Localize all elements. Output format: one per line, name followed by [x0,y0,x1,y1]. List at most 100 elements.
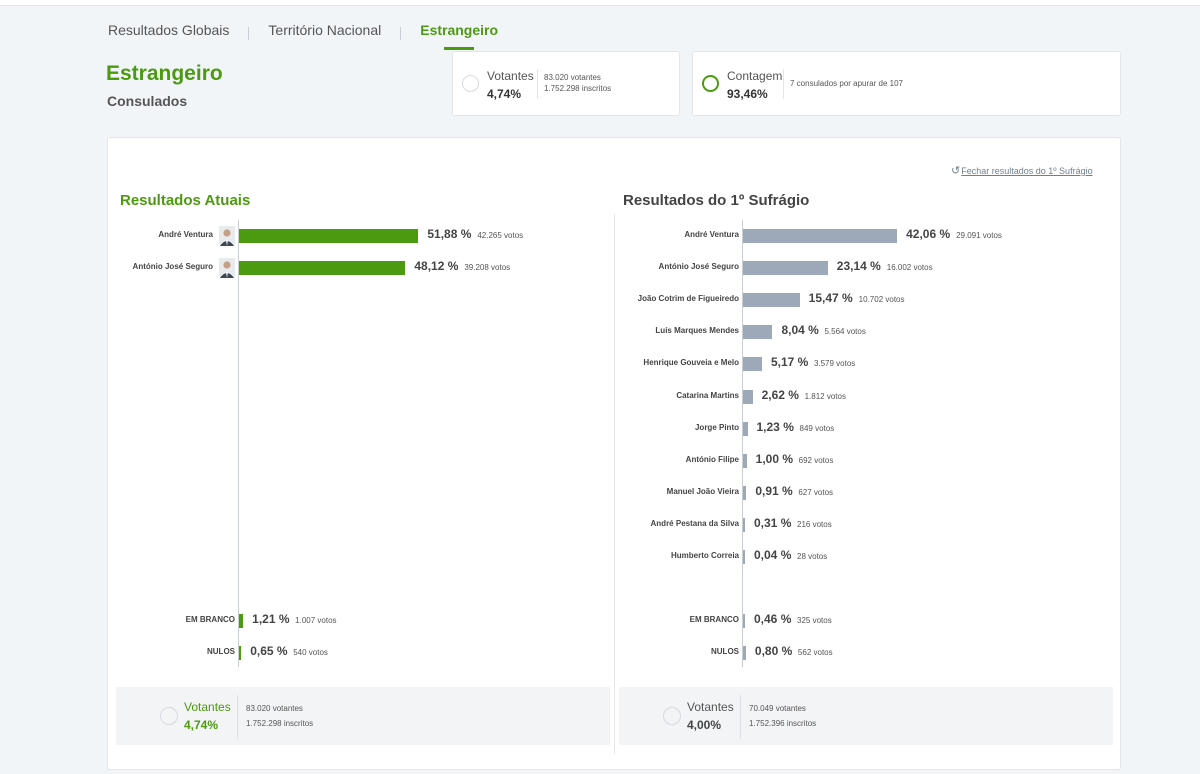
footer-divider [740,695,741,739]
progress-ring-icon [462,75,479,92]
footer-votantes-count: 70.049 votantes [749,704,806,713]
first-round-title: Resultados do 1º Sufrágio [623,192,810,209]
candidate-name: André Ventura [684,230,739,239]
page-subtitle: Consulados [107,93,188,109]
candidate-name: EM BRANCO [689,615,739,624]
candidate-name: Catarina Martins [676,390,739,400]
result-percentage: 48,12 % [414,259,459,274]
votantes-details: 83.020 votantes 1.752.298 inscritos [544,72,611,94]
progress-ring-icon [702,75,719,92]
first-chart-axis [742,220,743,667]
candidate-row: Manuel João Vieira 0,91 % 627 votos [108,483,1118,503]
candidate-name: André Ventura [158,230,213,239]
candidate-name: Manuel João Vieira [666,486,739,496]
result-percentage: 51,88 % [427,227,472,241]
candidate-name: André Pestana da Silva [650,518,739,528]
close-first-round-link[interactable]: ↺Fechar resultados do 1º Sufrágio [951,164,1093,177]
candidate-name: António Filipe [685,454,739,464]
tab-resultados-globais[interactable]: Resultados Globais [108,22,230,38]
page-title: Estrangeiro [106,62,223,85]
tab-divider [248,27,250,40]
candidate-photo [219,226,235,246]
result-votes: 1.007 votos [295,616,337,625]
result-bar [743,421,748,436]
tab-estrangeiro[interactable]: Estrangeiro [420,18,498,50]
inscritos-count: 1.752.298 inscritos [544,84,612,93]
footer-divider [237,695,238,739]
result-percentage: 0,65 % [250,644,288,658]
candidate-name: Jorge Pinto [694,422,739,432]
blank-votes-row: EM BRANCO 0,46 % 325 votos [108,611,1118,631]
result-votes: 29.091 votos [956,231,1002,240]
null-votes-row: NULOS 0,65 % 540 votos [108,643,1118,663]
candidate-row: André Pestana da Silva 0,31 % 216 votos [108,515,1118,535]
current-chart-axis [238,220,239,667]
result-bar [743,357,762,372]
result-votes: 216 votos [797,519,832,529]
candidate-row: Henrique Gouveia e Melo 5,17 % 3.579 votos [108,354,1118,374]
candidate-name: António José Seguro [132,262,213,272]
result-bar [239,646,242,660]
footer-votantes-label: Votantes [687,700,734,714]
footer-votantes-label: Votantes [184,700,231,714]
card-divider [783,69,784,99]
candidate-name: Henrique Gouveia e Melo [643,358,739,368]
result-percentage: 0,80 % [754,644,793,658]
result-votes: 540 votos [293,648,328,657]
result-votes: 10.702 votos [858,295,905,305]
votantes-value: 4,74% [487,87,522,101]
footer-votantes-count: 83.020 votantes [246,704,303,713]
tab-territorio-nacional[interactable]: Território Nacional [268,22,382,38]
result-votes: 627 votos [798,487,834,497]
contagem-label: Contagem [727,69,783,83]
footer-details: 70.049 votantes 1.752.396 inscritos [749,701,816,731]
result-bar [743,614,745,628]
result-bar [743,485,747,500]
result-votes: 28 votos [797,552,828,561]
progress-ring-icon [160,707,178,725]
result-percentage: 1,23 % [756,419,794,434]
candidate-row: Catarina Martins 2,62 % 1.812 votos [108,387,1118,407]
blank-votes-row: EM BRANCO 1,21 % 1.007 votos [108,611,1118,631]
result-votes: 1.812 votos [804,391,846,401]
result-votes: 39.208 votos [464,263,511,273]
result-votes: 692 votos [798,455,834,465]
null-votes-row: NULOS 0,80 % 562 votos [108,643,1118,663]
footer-inscritos-count: 1.752.396 inscritos [749,719,817,728]
candidate-name: NULOS [207,647,235,656]
result-votes: 5.564 votos [824,327,866,337]
candidate-row: António José Seguro 48,12 % 39.208 votos [108,258,1118,279]
undo-icon: ↺ [951,165,961,177]
card-divider [537,69,538,99]
result-percentage: 1,00 % [755,451,794,466]
candidate-row: Jorge Pinto 1,23 % 849 votos [108,419,1118,439]
result-bar [239,614,244,628]
column-divider [614,214,615,754]
result-percentage: 0,46 % [754,612,792,626]
result-bar [743,389,753,404]
result-percentage: 1,21 % [252,612,290,626]
tab-divider [400,27,402,40]
result-bar [743,325,773,340]
candidate-name: Luís Marques Mendes [655,326,739,336]
first-votantes-footer: Votantes 4,00% 70.049 votantes 1.752.396… [619,687,1113,745]
votantes-card: Votantes 4,74% 83.020 votantes 1.752.298… [452,51,680,116]
result-bar [239,229,419,243]
footer-inscritos-count: 1.752.298 inscritos [246,719,314,728]
result-bar [743,453,747,468]
candidate-row: António Filipe 1,00 % 692 votos [108,451,1118,471]
result-percentage: 8,04 % [781,323,819,338]
candidate-name: António José Seguro [658,262,739,272]
results-panel: ↺Fechar resultados do 1º Sufrágio Result… [107,137,1121,770]
result-votes: 16.002 votos [886,263,933,273]
contagem-detail: 7 consulados por apurar de 107 [790,79,903,88]
result-votes: 325 votos [797,616,832,625]
result-percentage: 2,62 % [761,387,799,402]
result-percentage: 5,17 % [770,355,809,370]
candidate-row: André Ventura 42,06 % 29.091 votos [108,226,1118,246]
progress-ring-icon [663,707,681,725]
result-votes: 562 votos [797,648,833,657]
candidate-name: EM BRANCO [185,615,235,624]
candidate-name: Humberto Correia [670,551,739,560]
contagem-value: 93,46% [727,87,768,101]
